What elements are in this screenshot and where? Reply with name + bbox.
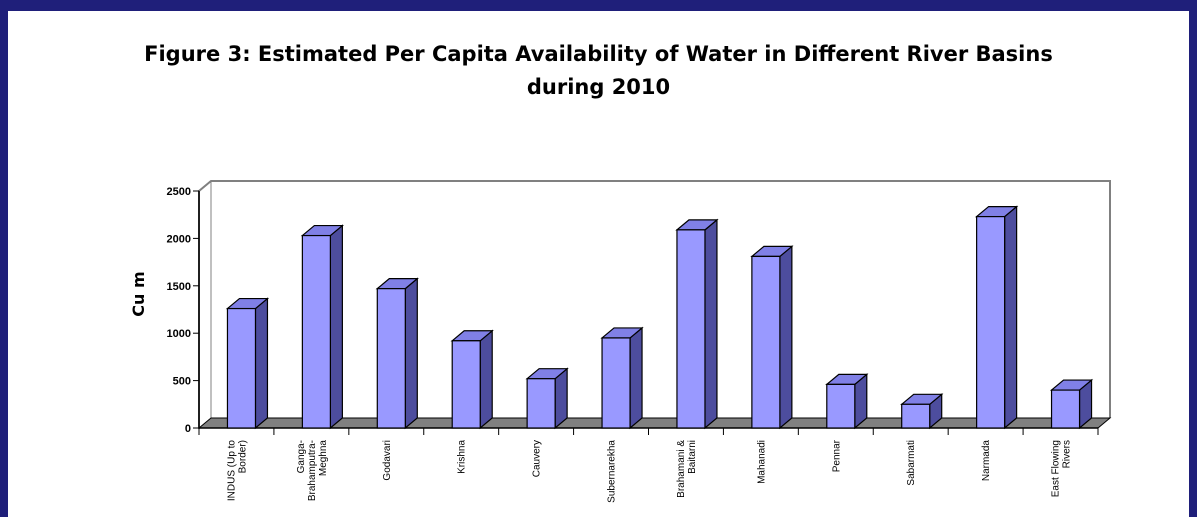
x-tick-label-line: Brahamani & (676, 440, 687, 498)
x-tick-label: Krishna (457, 440, 468, 474)
x-tick-label-line: Meghna (318, 440, 329, 477)
bar-front (826, 383, 856, 429)
chart-title-line-2: during 2010 (526, 75, 671, 99)
x-tick-label: East FlowingRivers (1051, 440, 1073, 497)
bar-side (1004, 205, 1018, 430)
x-tick-label: Cauvery (532, 440, 543, 477)
x-tick-label-line: Krishna (457, 440, 468, 474)
x-tick-label: Ganga-Brahamputra-Meghna (296, 440, 329, 502)
chart-title-line-1: Figure 3: Estimated Per Capita Availabil… (144, 42, 1053, 66)
bar (300, 224, 345, 430)
bar-front (376, 288, 406, 429)
bar-front (676, 229, 706, 429)
x-tick-label: INDUS (Up toBorder) (226, 440, 248, 502)
y-tick-label: 0 (185, 423, 191, 435)
bar (375, 277, 419, 430)
x-tick-label-line: Border) (237, 440, 248, 473)
bars (225, 205, 1094, 430)
x-tick-label-line: Cauvery (532, 440, 543, 477)
bar (225, 297, 270, 430)
bar (450, 329, 494, 430)
y-tick-label: 500 (173, 376, 191, 388)
bar-side (479, 329, 493, 430)
x-tick-label: Brahamani &Baitarni (676, 440, 698, 498)
bar (600, 326, 644, 430)
bar-side (254, 297, 269, 430)
bar-front (901, 403, 931, 429)
bar (825, 373, 869, 430)
bar (750, 245, 794, 430)
x-tick-label-line: Godavari (382, 440, 393, 481)
x-tick-label-line: Subernarekha (607, 440, 618, 503)
bar (900, 393, 944, 430)
x-tick-label-line: Narmada (981, 440, 992, 482)
x-tick-label: Pennar (831, 439, 842, 472)
bar-front (1050, 389, 1081, 429)
x-tick-label-line: Brahamputra- (307, 440, 318, 501)
bar-side (329, 224, 343, 430)
y-axis-label: Cu m (129, 271, 148, 316)
bar-front (601, 337, 631, 429)
bar-front (976, 215, 1006, 429)
y-tick-label: 1500 (167, 281, 191, 293)
bar-side (629, 326, 643, 430)
x-tick-label-line: Pennar (831, 439, 842, 472)
bar-front (451, 340, 481, 429)
bar (675, 218, 719, 430)
category-labels: INDUS (Up toBorder) Ganga-Brahamputra-Meg… (226, 439, 1072, 502)
x-tick-label-line: East Flowing (1051, 440, 1062, 497)
bar-side (404, 277, 418, 430)
bar (974, 205, 1019, 430)
bar-side (779, 245, 793, 430)
x-tick-label: Subernarekha (607, 440, 618, 503)
x-tick-label-line: Rivers (1062, 440, 1073, 468)
x-tick-label: Sabarmati (906, 440, 917, 486)
x-tick-label: Narmada (981, 440, 992, 482)
bar-front (301, 234, 331, 429)
x-tick-label: Godavari (382, 440, 393, 481)
x-tick-label: Mahanadi (756, 440, 767, 484)
x-tick-label-line: Mahanadi (756, 440, 767, 484)
bar (525, 367, 569, 430)
bar (1049, 378, 1094, 430)
y-tick-label: 2500 (167, 186, 191, 198)
x-tick-label-line: Baitarni (687, 440, 698, 474)
bar-front (751, 255, 781, 429)
axes: 0 500 1000 1500 2000 2500 (167, 186, 1099, 435)
y-tick-label: 2000 (167, 233, 191, 245)
bar-side (704, 218, 718, 430)
bar-front (526, 378, 556, 429)
x-tick-label-line: Ganga- (296, 440, 307, 473)
y-tick-label: 1000 (167, 328, 191, 340)
x-tick-label-line: Sabarmati (906, 440, 917, 486)
bar-front (226, 307, 257, 429)
x-tick-label-line: INDUS (Up to (226, 440, 237, 502)
chart-title: Figure 3: Estimated Per Capita Availabil… (0, 38, 1197, 104)
